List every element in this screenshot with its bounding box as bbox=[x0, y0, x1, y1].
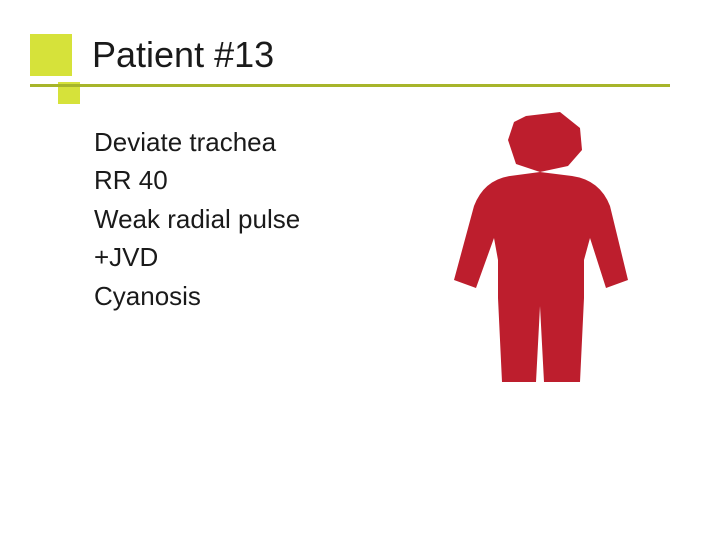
person-head-icon bbox=[508, 112, 582, 172]
finding-item: +JVD bbox=[94, 239, 300, 275]
findings-list: Deviate trachea RR 40 Weak radial pulse … bbox=[94, 124, 300, 316]
person-body-icon bbox=[454, 172, 628, 382]
slide-title: Patient #13 bbox=[92, 34, 274, 76]
person-icon bbox=[440, 110, 640, 390]
finding-item: Weak radial pulse bbox=[94, 201, 300, 237]
title-underline bbox=[30, 84, 670, 87]
finding-item: Cyanosis bbox=[94, 278, 300, 314]
finding-item: Deviate trachea bbox=[94, 124, 300, 160]
finding-item: RR 40 bbox=[94, 162, 300, 198]
slide: Patient #13 Deviate trachea RR 40 Weak r… bbox=[0, 0, 720, 540]
accent-square-large bbox=[30, 34, 72, 76]
